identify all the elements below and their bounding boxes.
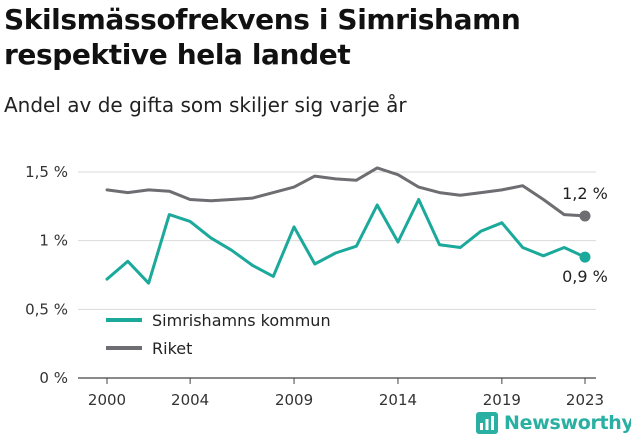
end-marker-riket	[579, 210, 591, 222]
legend-label-simrishamn: Simrishamns kommun	[152, 311, 331, 330]
y-tick-label: 1 %	[39, 232, 68, 250]
x-tick-label: 2023	[566, 391, 604, 409]
legend-label-riket: Riket	[152, 339, 192, 358]
newsworthy-wordmark: Newsworthy	[504, 412, 631, 434]
x-tick-label: 2009	[275, 391, 313, 409]
series-line-riket	[105, 166, 587, 218]
end-label-riket: 1,2 %	[562, 184, 608, 203]
chart-subtitle: Andel av de gifta som skiljer sig varje …	[4, 93, 407, 117]
x-tick-label: 2004	[171, 391, 209, 409]
chart-title: Skilsmässofrekvens i Simrishamn respekti…	[4, 3, 521, 71]
newsworthy-chart-icon	[476, 412, 498, 434]
y-tick-label: 0,5 %	[25, 300, 68, 318]
x-tick-label: 2000	[88, 391, 126, 409]
end-marker-simrishamn	[579, 251, 591, 263]
series-line-simrishamn	[105, 198, 587, 285]
x-tick-label: 2014	[379, 391, 417, 409]
end-label-simrishamn: 0,9 %	[562, 267, 608, 286]
newsworthy-logo: Newsworthy	[476, 409, 631, 437]
x-tick-label: 2019	[483, 391, 521, 409]
y-tick-label: 0 %	[39, 369, 68, 387]
y-tick-label: 1,5 %	[25, 163, 68, 181]
